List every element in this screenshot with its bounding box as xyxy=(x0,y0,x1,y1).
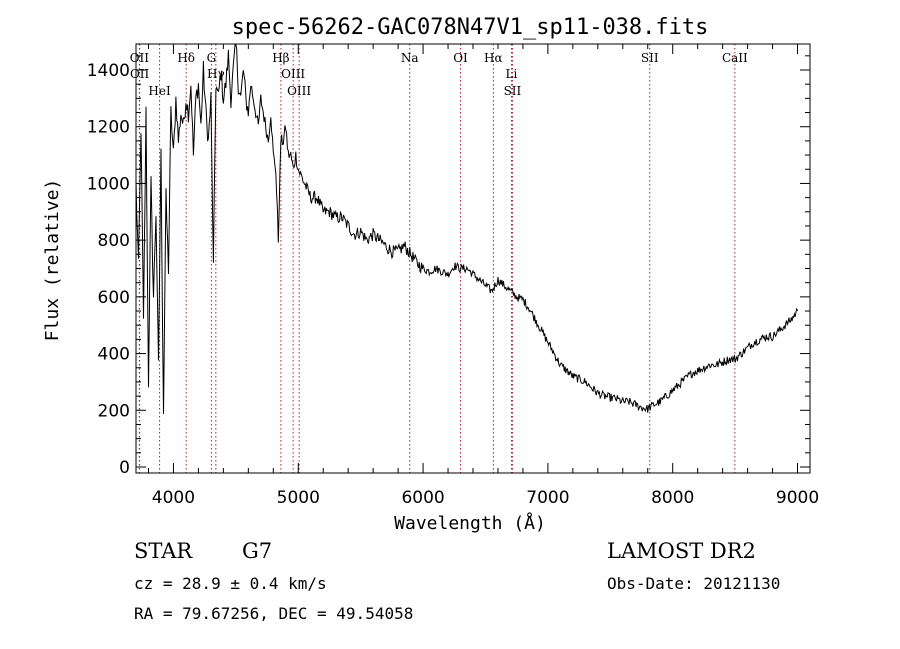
y-tick-label: 1000 xyxy=(87,174,130,194)
y-tick-label: 0 xyxy=(119,458,130,478)
coordinates: RA = 79.67256, DEC = 49.54058 xyxy=(134,604,413,623)
spectral-line-label: SII xyxy=(504,84,522,98)
spectral-line-label: HeI xyxy=(148,84,171,98)
x-tick-label: 4000 xyxy=(152,488,195,508)
object-type: STAR xyxy=(134,539,193,563)
spectral-line-label: Li xyxy=(506,67,518,81)
x-tick-label: 6000 xyxy=(401,488,444,508)
plot-frame xyxy=(135,43,811,474)
x-tick-label: 9000 xyxy=(776,488,819,508)
survey-name: LAMOST DR2 xyxy=(607,539,756,563)
y-tick-label: 1400 xyxy=(87,61,130,81)
x-axis-label: Wavelength (Å) xyxy=(394,512,546,534)
spectral-line-label: Hβ xyxy=(272,51,289,65)
y-axis-label: Flux (relative) xyxy=(42,179,63,342)
spectral-line-label: OIII xyxy=(287,84,311,98)
spectrum-flux-line xyxy=(135,44,798,414)
spectral-line-label: OII xyxy=(130,51,150,65)
observation-date: Obs-Date: 20121130 xyxy=(607,574,780,593)
spectral-line-label: Hα xyxy=(484,51,503,65)
object-subclass: G7 xyxy=(242,539,272,563)
y-tick-label: 200 xyxy=(98,401,130,421)
y-tick-label: 600 xyxy=(98,288,130,308)
spectral-line-label: OIII xyxy=(281,67,305,81)
x-tick-label: 8000 xyxy=(651,488,694,508)
chart-title: spec-56262-GAC078N47V1_sp11-038.fits xyxy=(232,15,709,40)
y-tick-label: 400 xyxy=(98,345,130,365)
spectral-line-label: CaII xyxy=(722,51,748,65)
spectral-line-label: SII xyxy=(641,51,659,65)
spectrum-series xyxy=(135,44,798,414)
plot-axes: 4000 5000 6000 7000 8000 9000 0 200 400 600 800 100… xyxy=(87,43,819,508)
spectral-line-label: OI xyxy=(453,51,468,65)
spectral-line-label: OII xyxy=(130,67,150,81)
x-tick-label: 5000 xyxy=(277,488,320,508)
redshift-info: cz = 28.9 ± 0.4 km/s xyxy=(134,574,327,593)
y-tick-label: 800 xyxy=(98,231,130,251)
y-tick-label: 1200 xyxy=(87,118,130,138)
x-tick-label: 7000 xyxy=(526,488,569,508)
spectral-line-label: G xyxy=(207,51,217,65)
spectral-line-label: Hδ xyxy=(177,51,195,65)
spectral-line-label: Na xyxy=(401,51,419,65)
